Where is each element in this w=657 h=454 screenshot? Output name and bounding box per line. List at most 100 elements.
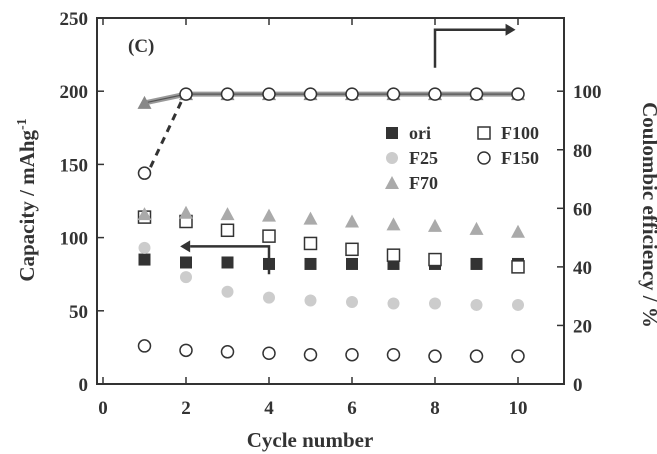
y-axis-title-superscript: -1 <box>15 118 30 130</box>
y-tick-label: 200 <box>60 82 89 103</box>
legend-label-f100: F100 <box>501 123 539 143</box>
data-point-f25 <box>429 297 441 310</box>
data-point-ori <box>138 253 151 266</box>
data-point-f70 <box>303 211 318 225</box>
plot-frame <box>96 17 565 385</box>
y2-tick-label: 60 <box>573 199 592 220</box>
data-point-ori <box>180 256 192 269</box>
data-point-f70 <box>345 214 359 228</box>
coulombic-efficiency-point-f150 <box>469 87 484 101</box>
x-tick-label: 0 <box>98 398 108 419</box>
legend-marker-f150 <box>477 151 491 165</box>
x-tick-label: 6 <box>347 398 357 419</box>
coulombic-efficiency-point-f150 <box>220 87 235 101</box>
coulombic-efficiency-line-core <box>144 93 518 104</box>
coulombic-efficiency-point-f150 <box>511 87 525 101</box>
panel-label: (C) <box>128 36 154 57</box>
arrow-right-axis <box>433 28 506 68</box>
legend-label-f150: F150 <box>501 148 539 168</box>
y-tick-label: 150 <box>60 155 89 176</box>
x-tick-label: 8 <box>430 398 440 419</box>
coulombic-efficiency-point-f150 <box>345 87 359 101</box>
coulombic-efficiency-point-f150 <box>262 87 276 101</box>
data-point-f100 <box>303 236 318 251</box>
data-point-f70 <box>469 221 484 235</box>
data-point-f150 <box>386 347 401 362</box>
legend-marker-f25 <box>386 152 398 164</box>
data-point-ori <box>346 257 358 270</box>
y2-tick-label: 0 <box>573 375 583 396</box>
y-tick-label: 250 <box>60 9 89 30</box>
coulombic-efficiency-point-f150 <box>303 87 318 101</box>
legend-label-ori: ori <box>409 123 431 143</box>
data-point-f70 <box>386 217 401 231</box>
arrow-left-axis <box>190 245 271 275</box>
coulombic-efficiency-point-f150 <box>137 166 152 180</box>
coulombic-efficiency-point-f150 <box>428 87 442 101</box>
data-point-f25 <box>263 291 275 304</box>
data-point-f25 <box>346 296 358 309</box>
data-point-f70 <box>428 218 442 232</box>
x-tick-label: 10 <box>509 398 528 419</box>
f150-efficiency-dashed-line <box>149 99 184 168</box>
data-point-f150 <box>179 343 193 358</box>
legend-marker-f70 <box>385 176 399 189</box>
legend-marker-ori <box>386 127 398 139</box>
arrow-head-left-axis <box>180 240 191 253</box>
legend-label-f25: F25 <box>409 148 438 168</box>
coulombic-efficiency-line <box>143 91 518 106</box>
data-point-f100 <box>511 260 525 274</box>
data-point-f25 <box>180 271 192 284</box>
x-tick-label: 4 <box>264 398 274 419</box>
data-point-f150 <box>220 345 235 359</box>
data-point-ori <box>470 257 483 270</box>
data-point-f70 <box>179 205 193 219</box>
y2-tick-label: 100 <box>573 82 602 103</box>
y-axis-title: Capacity / mAhg-1 <box>15 118 39 281</box>
data-point-f150 <box>137 339 152 353</box>
data-point-f70 <box>137 207 152 221</box>
data-point-f150 <box>428 349 442 363</box>
x-tick-label: 2 <box>181 398 191 419</box>
y2-tick-label: 20 <box>573 316 592 337</box>
legend-marker-f100 <box>477 126 491 140</box>
y2-tick-label: 40 <box>573 258 592 279</box>
data-point-f100 <box>428 252 442 267</box>
arrow-head-right-axis <box>505 23 516 36</box>
y2-tick-label: 80 <box>573 141 592 162</box>
data-point-f150 <box>262 346 276 361</box>
svg-text:Capacity / mAhg-1: Capacity / mAhg-1 <box>15 118 39 281</box>
coulombic-efficiency-point-f150 <box>386 87 401 101</box>
data-point-f150 <box>469 349 484 363</box>
y-tick-label: 50 <box>69 302 88 323</box>
data-point-ori <box>221 256 234 269</box>
data-point-ori <box>304 257 317 270</box>
coulombic-efficiency-point-f150 <box>179 87 193 101</box>
x-axis-title: Cycle number <box>247 428 374 452</box>
coulombic-efficiency-point <box>137 95 152 109</box>
y2-axis-title: Coulombic efficiency / % <box>638 102 657 328</box>
legend-label-f70: F70 <box>409 173 438 193</box>
data-point-f150 <box>511 349 525 363</box>
data-point-f25 <box>304 294 317 307</box>
data-point-f100 <box>345 242 359 257</box>
data-point-f100 <box>262 229 276 243</box>
data-point-f100 <box>386 248 401 262</box>
data-point-f70 <box>220 207 235 221</box>
y-tick-label: 100 <box>60 229 89 250</box>
data-point-f25 <box>138 241 151 254</box>
data-point-f25 <box>512 298 524 311</box>
data-point-f70 <box>511 224 525 238</box>
legend-box <box>377 117 556 196</box>
data-point-f25 <box>387 297 400 310</box>
data-point-f25 <box>221 285 234 298</box>
y-axis-title-main: Capacity / mAhg <box>15 130 39 282</box>
data-point-f100 <box>220 223 235 238</box>
data-point-f70 <box>262 208 276 222</box>
data-point-f150 <box>303 347 318 362</box>
data-point-f150 <box>345 347 359 362</box>
data-point-f25 <box>470 298 483 311</box>
svg-text:Coulombic efficiency / %: Coulombic efficiency / % <box>638 102 657 328</box>
y-tick-label: 0 <box>79 375 89 396</box>
